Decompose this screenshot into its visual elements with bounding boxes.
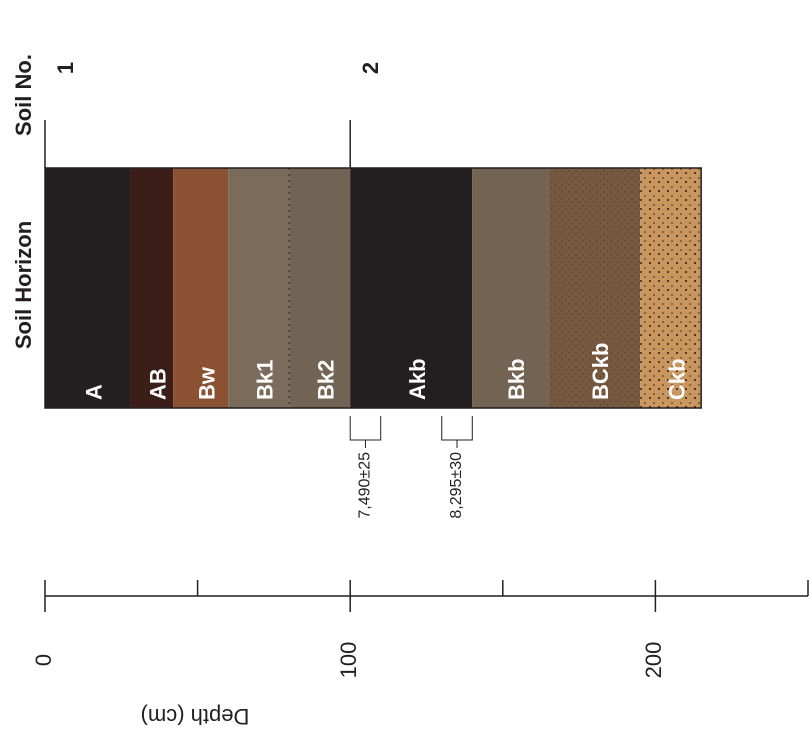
date-label: 8,295±30	[448, 452, 465, 519]
x-axis-label: Depth (cm)	[141, 704, 250, 729]
x-tick-label: 200	[641, 642, 666, 679]
x-tick-label: 0	[31, 654, 56, 666]
horizon-label: A	[82, 384, 107, 400]
soil-number: 2	[358, 62, 383, 74]
horizon	[45, 168, 130, 408]
date-label: 7,490±25	[357, 452, 374, 519]
horizon-header: Soil Horizon	[11, 221, 36, 349]
x-tick-label: 100	[336, 642, 361, 679]
date-bracket	[442, 416, 473, 448]
horizon-label: Bk2	[313, 360, 338, 400]
soil-header: Soil No.	[11, 54, 36, 136]
horizon-label: BCkb	[588, 343, 613, 400]
chart: Soil No. Soil Horizon A AB Bw Bk1 Bk2 Akb Bkb B…	[0, 0, 812, 740]
horizon-label: Ckb	[664, 358, 689, 400]
date-bracket	[350, 416, 381, 448]
horizon-label: Bkb	[504, 358, 529, 400]
soil-number: 1	[53, 62, 78, 74]
horizon-label: AB	[146, 368, 171, 400]
horizon-label: Bk1	[252, 360, 277, 400]
horizon-label: Akb	[405, 358, 430, 400]
horizon-label: Bw	[194, 366, 219, 400]
